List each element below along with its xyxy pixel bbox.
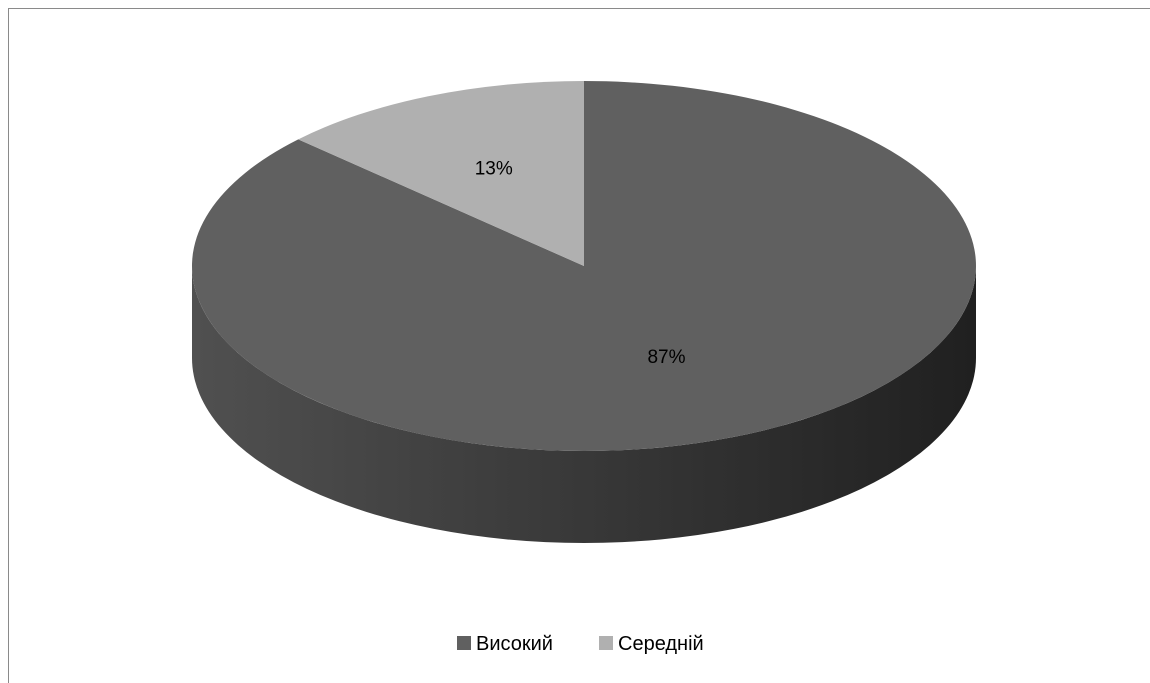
chart-area bbox=[8, 8, 1150, 683]
legend-swatch-medium bbox=[599, 636, 613, 650]
legend-swatch-high bbox=[457, 636, 471, 650]
pie-side-wall bbox=[192, 266, 976, 543]
data-label-high: 87% bbox=[647, 347, 685, 368]
legend-label-high: Високий bbox=[476, 633, 553, 655]
pie-side-high bbox=[192, 266, 976, 543]
pie-slice-medium bbox=[298, 81, 584, 266]
data-label-medium: 13% bbox=[475, 159, 513, 180]
legend-label-medium: Середній bbox=[618, 633, 704, 655]
pie-top-face bbox=[191, 81, 977, 451]
